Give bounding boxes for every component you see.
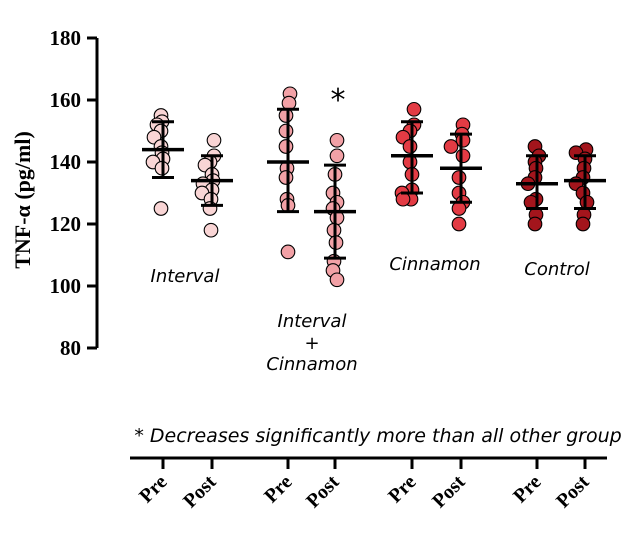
y-tick-label: 140 bbox=[50, 150, 82, 174]
data-point bbox=[206, 132, 222, 148]
data-point bbox=[575, 216, 591, 232]
x-tick-label: Pre bbox=[260, 471, 297, 508]
x-tick-label: Post bbox=[428, 471, 470, 513]
data-point bbox=[329, 148, 345, 164]
y-axis-label: TNF-α (pg/ml) bbox=[10, 131, 35, 269]
group-label: Cinnamon bbox=[266, 354, 357, 375]
data-point bbox=[527, 216, 543, 232]
significance-star: * bbox=[331, 83, 346, 118]
y-tick-label: 120 bbox=[50, 212, 82, 236]
group-label: Control bbox=[524, 259, 589, 280]
group-label: Cinnamon bbox=[389, 254, 480, 275]
x-tick-label: Post bbox=[302, 471, 344, 513]
y-tick-label: 100 bbox=[50, 274, 82, 298]
y-tick-label: 160 bbox=[50, 88, 82, 112]
x-tick-label: Pre bbox=[384, 471, 421, 508]
plot-area bbox=[142, 86, 606, 288]
group-label: + bbox=[304, 333, 319, 354]
y-axis: 80 100 120 140 160 180 bbox=[50, 26, 99, 360]
significance-note: * Decreases significantly more than all … bbox=[134, 425, 622, 447]
group-label: Interval bbox=[151, 266, 220, 287]
data-point bbox=[278, 123, 294, 139]
data-point bbox=[278, 139, 294, 154]
data-point bbox=[329, 272, 345, 288]
data-point bbox=[202, 201, 218, 216]
x-tick-label: Post bbox=[179, 471, 221, 513]
x-tick-label: Pre bbox=[509, 471, 546, 508]
x-axis: Pre Post Pre Post Pre Post Pre Post bbox=[130, 456, 607, 513]
x-tick-label: Post bbox=[552, 471, 594, 513]
data-point bbox=[451, 170, 467, 185]
data-point bbox=[443, 139, 459, 154]
data-point bbox=[203, 222, 219, 238]
data-point bbox=[406, 101, 422, 117]
data-point bbox=[402, 139, 418, 154]
data-point bbox=[329, 132, 345, 148]
data-point bbox=[153, 201, 169, 216]
data-point bbox=[280, 244, 296, 260]
data-point bbox=[455, 148, 471, 164]
x-tick-label: Pre bbox=[135, 471, 172, 508]
data-point bbox=[278, 170, 294, 185]
data-point bbox=[451, 216, 467, 232]
y-tick-label: 80 bbox=[60, 336, 81, 360]
group-label: Interval bbox=[278, 311, 347, 332]
y-tick-label: 180 bbox=[50, 26, 82, 50]
